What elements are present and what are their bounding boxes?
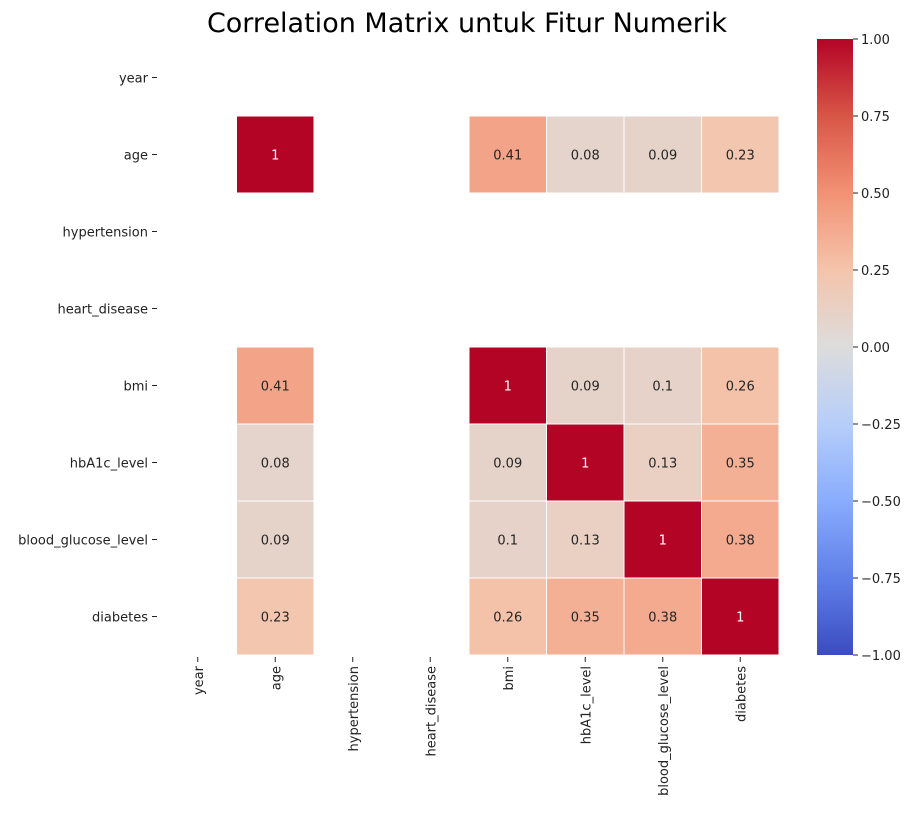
cell-value-label: 0.23 [261,611,290,626]
heatmap-cell [701,500,780,579]
y-tick-label: hbA1c_level [70,457,148,472]
cell-value-label: 0.35 [726,457,755,472]
colorbar-tick-label: 0.00 [861,341,890,356]
cell-value-label: 0.26 [726,380,755,395]
cell-value-label: 0.08 [571,149,600,164]
heatmap-cell [236,346,315,425]
heatmap-cell [236,577,315,656]
x-tick-label: year [192,665,207,695]
colorbar-tick-label: −0.25 [861,418,901,433]
cell-value-label: 1 [271,149,279,164]
cell-value-label: 0.09 [571,380,600,395]
cell-value-label: 0.35 [571,611,600,626]
colorbar-tick-label: −0.50 [861,495,901,510]
heatmap-cell [546,577,625,656]
cell-value-label: 0.26 [493,611,522,626]
cell-value-label: 0.13 [648,457,677,472]
heatmap-cell [546,346,625,425]
heatmap-cell [623,115,702,194]
heatmap-cell [701,346,780,425]
colorbar-tick-label: 1.00 [861,33,890,48]
y-tick-label: diabetes [92,611,148,626]
colorbar-tick-label: −1.00 [861,649,901,664]
heatmap-cell [623,423,702,502]
y-tick-label: hypertension [63,226,148,241]
cell-value-label: 0.23 [726,149,755,164]
cell-value-label: 0.1 [497,534,518,549]
heatmap-cell [468,500,547,579]
heatmap-cell [236,115,315,194]
cell-value-label: 0.13 [571,534,600,549]
y-tick-label: blood_glucose_level [18,534,148,549]
cell-value-label: 0.1 [652,380,673,395]
heatmap-cell [468,115,547,194]
cell-value-label: 1 [581,457,589,472]
y-tick-label: bmi [123,380,148,395]
cell-value-label: 0.38 [648,611,677,626]
cell-value-label: 0.08 [261,457,290,472]
cell-value-label: 0.09 [493,457,522,472]
heatmap-cell [701,423,780,502]
heatmap-cell [236,500,315,579]
x-tick-label: age [269,666,284,690]
y-tick-label: heart_disease [57,303,148,318]
colorbar-tick-label: −0.75 [861,572,901,587]
heatmap-cell [701,115,780,194]
colorbar-gradient [817,39,853,655]
x-tick-label: heart_disease [424,666,439,757]
x-tick-label: hypertension [347,666,362,751]
x-tick-labels: year age hypertension heart_disease bmi hbA1c… [192,657,749,796]
y-tick-label: year [119,72,149,87]
cell-value-label: 0.09 [648,149,677,164]
x-tick-label: blood_glucose_level [657,666,672,796]
cell-value-label: 0.41 [493,149,522,164]
colorbar-tick-label: 0.75 [861,110,890,125]
heatmap-cell [546,500,625,579]
cell-value-label: 0.38 [726,534,755,549]
heatmap-cells: 1 0.41 0.08 0.09 0.23 0.41 1 0.09 0.1 0.26 0.08 0.0… [236,115,780,656]
cell-value-label: 0.41 [261,380,290,395]
x-tick-label: bmi [502,666,517,691]
heatmap-cell [546,423,625,502]
colorbar: −1.00 −0.75 −0.50 −0.25 0.00 0.25 0.50 0.75 1.00 [817,33,901,664]
heatmap-cell [468,577,547,656]
colorbar-tick-label: 0.50 [861,187,890,202]
cell-value-label: 1 [659,534,667,549]
colorbar-tick-label: 0.25 [861,264,890,279]
y-tick-label: age [124,149,148,164]
cell-value-label: 1 [504,380,512,395]
cell-value-label: 1 [736,611,744,626]
heatmap-cell [236,423,315,502]
heatmap-cell [701,577,780,656]
x-tick-label: diabetes [734,666,749,722]
chart-title: Correlation Matrix untuk Fitur Numerik [207,8,727,39]
x-tick-label: hbA1c_level [579,666,594,744]
heatmap-cell [623,500,702,579]
heatmap-cell [468,423,547,502]
heatmap-cell [546,115,625,194]
cell-value-label: 0.09 [261,534,290,549]
